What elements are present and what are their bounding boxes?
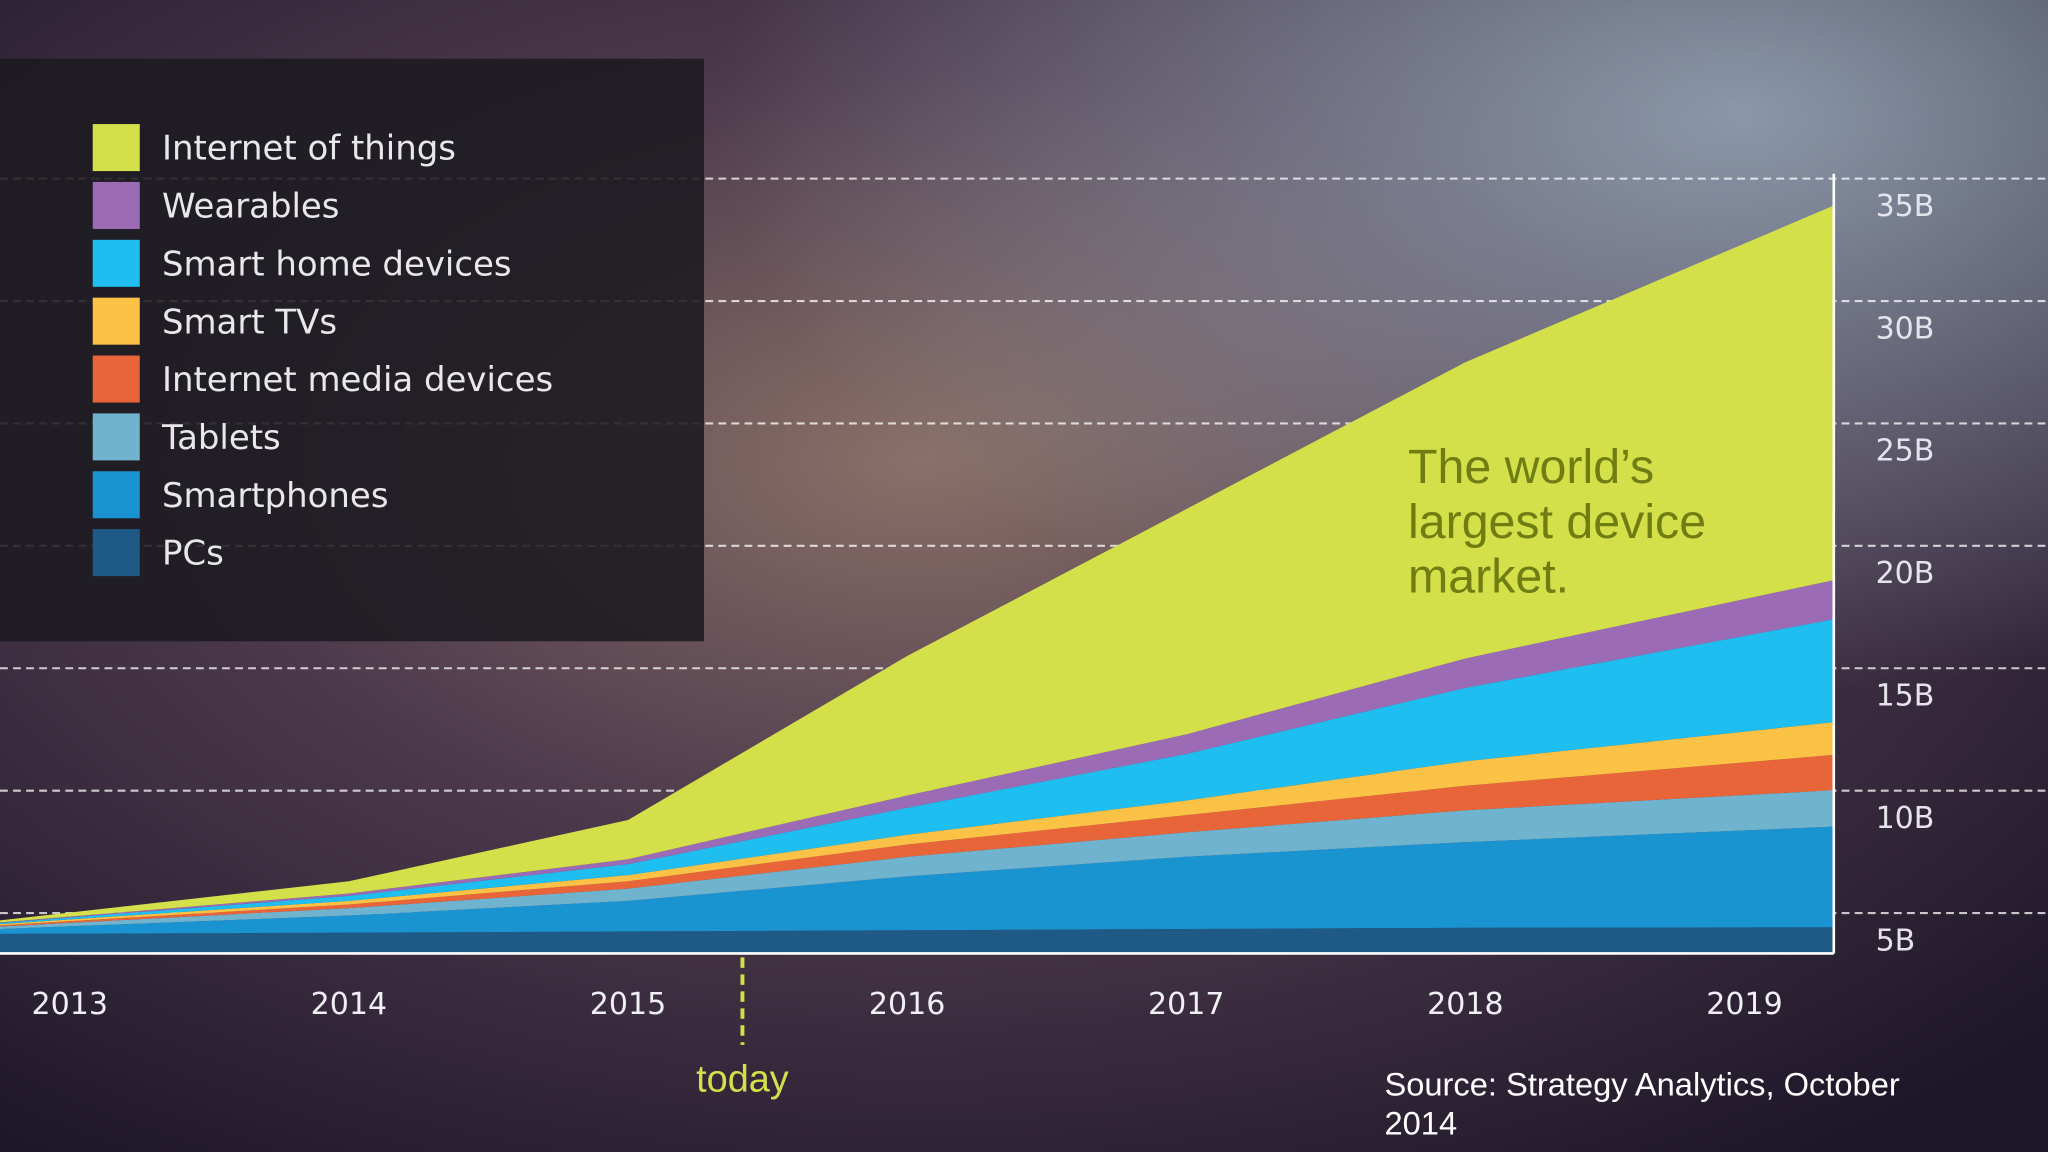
y-tick-label: 20B	[1876, 556, 1935, 591]
legend-label: Wearables	[162, 187, 340, 227]
area	[0, 205, 1834, 923]
legend-label: Tablets	[161, 418, 281, 458]
x-tick-label: 2013	[32, 987, 108, 1022]
area	[0, 790, 1834, 929]
y-tick-label: 15B	[1876, 678, 1935, 713]
source: 2014	[1384, 1105, 1457, 1142]
legend-swatch	[92, 297, 140, 345]
area	[0, 722, 1834, 926]
legend-label: Smartphones	[162, 476, 389, 516]
legend-swatch	[92, 124, 140, 172]
legend-label: Smart home devices	[162, 244, 512, 284]
legend-label: PCs	[162, 534, 224, 574]
y-tick-label: 5B	[1876, 923, 1916, 958]
x-tick-label: 2016	[869, 987, 945, 1022]
source: Source: Strategy Analytics, October	[1384, 1065, 1899, 1102]
x-tick-label: 2017	[1148, 987, 1224, 1022]
legend-swatch	[92, 181, 140, 229]
annotation: largest device	[1408, 495, 1706, 549]
y-tick-label: 35B	[1876, 189, 1935, 224]
x-tick-label: 2014	[311, 987, 387, 1022]
legend-label: Internet of things	[162, 129, 456, 169]
x-tick-label: 2018	[1427, 987, 1503, 1022]
x-tick-label: 2019	[1706, 987, 1782, 1022]
legend-swatch	[92, 239, 140, 287]
y-tick-label: 25B	[1876, 434, 1935, 469]
area	[0, 927, 1834, 954]
annotation: market.	[1408, 550, 1569, 604]
area	[0, 754, 1834, 927]
legend-swatch	[92, 355, 140, 403]
legend-label: Smart TVs	[162, 302, 337, 342]
area	[0, 826, 1834, 934]
legend-swatch	[92, 471, 140, 519]
annotation: The world’s	[1408, 440, 1654, 494]
today-label: today	[696, 1058, 789, 1100]
y-tick-label: 10B	[1876, 801, 1935, 836]
legend-swatch	[92, 413, 140, 461]
y-tick-label: 30B	[1876, 311, 1935, 346]
legend-label: Internet media devices	[162, 360, 553, 400]
legend-swatch	[92, 529, 140, 577]
x-tick-label: 2015	[590, 987, 666, 1022]
